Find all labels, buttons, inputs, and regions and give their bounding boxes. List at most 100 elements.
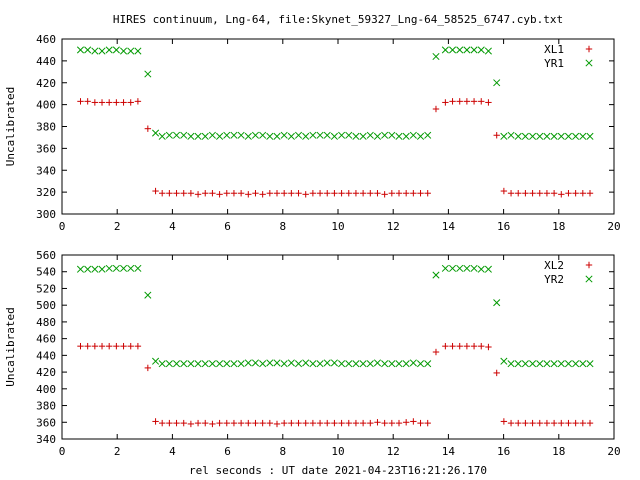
data-point: [521, 360, 529, 368]
data-point: [230, 419, 238, 427]
x-tick-label: 18: [552, 220, 565, 233]
x-tick-label: 16: [497, 220, 510, 233]
data-point-d2: [586, 132, 594, 140]
y-tick-label: 520: [36, 282, 56, 295]
data-point: [180, 419, 187, 427]
data-point: [331, 190, 338, 197]
data-point: [493, 369, 500, 377]
data-point: [324, 419, 331, 427]
legend-marker-d2: [585, 59, 593, 67]
data-point-d2: [316, 360, 324, 368]
data-point: [521, 132, 529, 140]
data-point-d2: [330, 359, 338, 367]
data-point: [144, 291, 152, 299]
data-point-d2: [441, 264, 449, 272]
x-tick-label: 0: [59, 220, 66, 233]
data-point: [352, 360, 360, 368]
data-point: [470, 46, 478, 54]
data-point: [173, 419, 180, 427]
y-tick-label: 440: [36, 349, 56, 362]
data-point: [470, 98, 478, 105]
data-point: [477, 265, 485, 273]
data-point: [91, 99, 99, 106]
data-point-d2: [432, 271, 440, 279]
data-point: [388, 190, 396, 197]
data-point-d2: [521, 132, 529, 140]
data-point: [359, 190, 367, 197]
data-point-d2: [493, 299, 501, 307]
data-point: [550, 419, 558, 427]
data-point: [91, 47, 99, 55]
data-point-d2: [251, 359, 260, 367]
data-point: [280, 131, 288, 139]
data-point-d2: [330, 132, 338, 140]
data-point: [194, 419, 202, 427]
data-point: [127, 47, 135, 55]
data-point-d2: [180, 360, 188, 368]
top-panel: 0 2 4 6 8 10 12 14 16 18 20 300 320 340 360 380 400 420 44…: [4, 33, 621, 233]
data-point-d2: [105, 46, 113, 54]
data-point: [187, 420, 195, 428]
data-point-d2: [237, 360, 245, 368]
data-point-d2: [273, 359, 281, 367]
data-point: [395, 419, 403, 427]
data-point-d2: [402, 360, 410, 368]
data-point: [514, 360, 522, 368]
data-point: [515, 419, 522, 427]
data-point: [295, 190, 302, 197]
data-point: [572, 360, 580, 368]
data-point: [302, 359, 310, 367]
data-point-d2: [127, 264, 135, 272]
data-point: [209, 420, 216, 428]
data-point: [251, 131, 260, 139]
data-point-d2: [172, 131, 181, 139]
data-point: [173, 190, 180, 197]
y-tick-label: 540: [36, 266, 56, 279]
data-point-d2: [230, 131, 238, 139]
y-tick-label: 500: [36, 299, 56, 312]
data-point-d2: [416, 132, 425, 140]
data-point: [127, 342, 134, 350]
data-point-d2: [134, 264, 142, 272]
data-point: [388, 360, 396, 368]
data-point: [194, 132, 202, 140]
data-point: [529, 360, 537, 368]
data-point: [515, 190, 522, 197]
data-point: [484, 47, 492, 55]
data-point-d2: [586, 360, 594, 368]
data-point: [266, 132, 274, 140]
data-point: [359, 132, 367, 140]
data-point: [158, 190, 166, 197]
data-point: [478, 342, 485, 350]
data-point-d2: [244, 359, 252, 367]
data-point: [84, 342, 91, 350]
data-point: [105, 46, 113, 54]
data-point-d2: [84, 46, 92, 54]
data-point: [338, 190, 345, 197]
data-point: [493, 79, 501, 87]
data-point-d2: [323, 131, 331, 139]
data-point: [280, 190, 288, 197]
data-point-d2: [529, 132, 537, 140]
data-point: [388, 131, 396, 139]
data-point-d2: [470, 46, 478, 54]
data-point-d2: [208, 131, 216, 139]
data-point-d2: [208, 360, 216, 368]
data-point-d2: [484, 47, 492, 55]
data-point: [288, 419, 295, 427]
data-point: [127, 99, 134, 106]
data-point: [209, 190, 216, 197]
data-point: [259, 131, 267, 139]
data-point: [373, 132, 382, 140]
data-point: [367, 190, 374, 197]
data-point: [245, 191, 252, 198]
data-point: [572, 132, 580, 140]
series-yr2: [76, 264, 594, 368]
x-tick-label: 20: [607, 445, 620, 458]
data-point: [165, 131, 173, 139]
x-tick-label: 4: [169, 220, 176, 233]
data-point-d2: [280, 360, 288, 368]
data-point: [266, 419, 274, 427]
data-point: [172, 360, 181, 368]
